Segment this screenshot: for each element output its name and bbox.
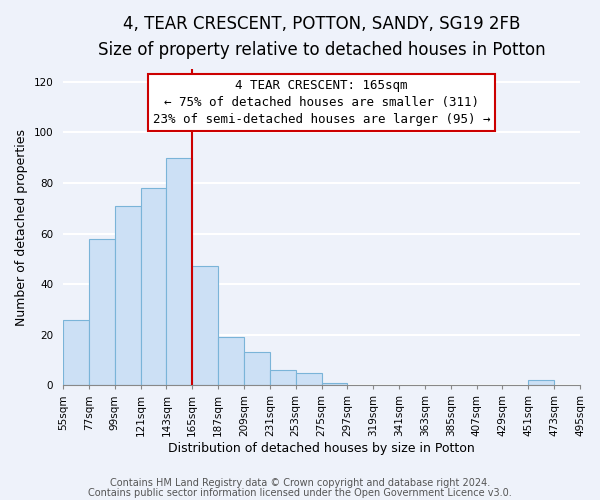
- Bar: [296, 372, 322, 386]
- Bar: [115, 206, 140, 386]
- Bar: [63, 320, 89, 386]
- Bar: [529, 380, 554, 386]
- Bar: [244, 352, 270, 386]
- Title: 4, TEAR CRESCENT, POTTON, SANDY, SG19 2FB
Size of property relative to detached : 4, TEAR CRESCENT, POTTON, SANDY, SG19 2F…: [98, 15, 545, 60]
- Bar: [89, 238, 115, 386]
- Bar: [270, 370, 296, 386]
- Text: Contains HM Land Registry data © Crown copyright and database right 2024.: Contains HM Land Registry data © Crown c…: [110, 478, 490, 488]
- Text: Contains public sector information licensed under the Open Government Licence v3: Contains public sector information licen…: [88, 488, 512, 498]
- X-axis label: Distribution of detached houses by size in Potton: Distribution of detached houses by size …: [168, 442, 475, 455]
- Bar: [166, 158, 192, 386]
- Text: 4 TEAR CRESCENT: 165sqm
← 75% of detached houses are smaller (311)
23% of semi-d: 4 TEAR CRESCENT: 165sqm ← 75% of detache…: [153, 79, 490, 126]
- Bar: [192, 266, 218, 386]
- Bar: [322, 383, 347, 386]
- Bar: [218, 338, 244, 386]
- Y-axis label: Number of detached properties: Number of detached properties: [15, 129, 28, 326]
- Bar: [140, 188, 166, 386]
